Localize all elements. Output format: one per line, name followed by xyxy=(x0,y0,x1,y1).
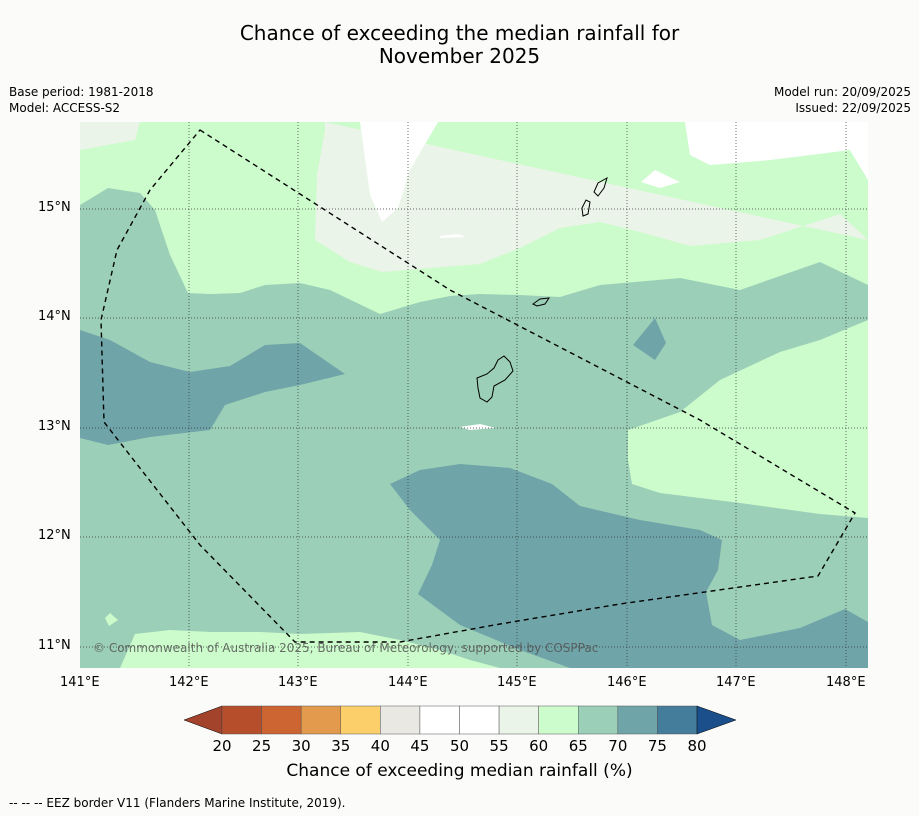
lat-label-12n: 12°N xyxy=(38,528,71,543)
colorbar-segment xyxy=(261,705,302,735)
island-rota xyxy=(532,297,551,307)
lon-label-144e: 144°E xyxy=(388,675,428,690)
rain-region-55-60-north xyxy=(80,122,868,272)
colorbar-segment xyxy=(538,705,579,735)
model-run: Model run: 20/09/2025 xyxy=(773,85,911,99)
eez-legend-note: -- -- -- EEZ border V11 (Flanders Marine… xyxy=(9,796,346,810)
rain-region-50-55-north xyxy=(360,122,868,222)
colorbar-tick-label: 20 xyxy=(212,737,232,755)
colorbar-tick-label: 75 xyxy=(647,737,667,755)
colorbar-tick-label: 45 xyxy=(410,737,430,755)
island-guam xyxy=(476,355,514,403)
colorbar-tick-label: 25 xyxy=(252,737,272,755)
colorbar-segment xyxy=(578,705,619,735)
colorbar-segment xyxy=(459,705,500,735)
eez-border xyxy=(100,129,856,643)
colorbar-segment xyxy=(419,705,460,735)
lon-label-141e: 141°E xyxy=(60,675,100,690)
map-area xyxy=(80,122,868,668)
lon-label-145e: 145°E xyxy=(497,675,537,690)
lat-label-14n: 14°N xyxy=(38,309,71,324)
rain-region-50-55-small-1 xyxy=(641,170,680,188)
lon-label-142e: 142°E xyxy=(169,675,209,690)
grid-lines xyxy=(80,122,868,668)
colorbar-segment xyxy=(340,705,381,735)
rain-region-60-65-speck xyxy=(105,613,118,626)
island-saipan xyxy=(593,176,608,197)
colorbar-tick-label: 65 xyxy=(568,737,588,755)
rain-region-50-55-small-3 xyxy=(460,424,496,430)
colorbar-tick-label: 70 xyxy=(608,737,628,755)
lon-label-146e: 146°E xyxy=(607,675,647,690)
meta-left: Base period: 1981-2018 Model: ACCESS-S2 xyxy=(9,84,154,116)
rain-region-70-75-southeast xyxy=(390,464,868,668)
lat-label-11n: 11°N xyxy=(38,638,71,653)
colorbar-tick-label: 80 xyxy=(687,737,707,755)
colorbar-tick-label: 30 xyxy=(291,737,311,755)
colorbar-segment xyxy=(617,705,658,735)
issued-date: Issued: 22/09/2025 xyxy=(795,101,911,115)
base-period: Base period: 1981-2018 xyxy=(9,85,154,99)
colorbar-segment xyxy=(657,705,698,735)
colorbar-extend-high xyxy=(696,705,737,735)
colorbar-tick-label: 50 xyxy=(449,737,470,755)
rain-region-50-55-small-2 xyxy=(440,234,466,238)
title-line-2: November 2025 xyxy=(378,44,541,68)
colorbar-tick-label: 35 xyxy=(331,737,351,755)
copyright-note: © Commonwealth of Australia 2025, Bureau… xyxy=(93,641,599,655)
island-tinian xyxy=(581,199,591,217)
colorbar-segment xyxy=(498,705,539,735)
colorbar-tick-label: 60 xyxy=(529,737,549,755)
model-name: Model: ACCESS-S2 xyxy=(9,101,121,115)
lon-label-143e: 143°E xyxy=(278,675,318,690)
title-line-1: Chance of exceeding the median rainfall … xyxy=(239,21,680,45)
colorbar-tick-label: 55 xyxy=(489,737,509,755)
colorbar-extend-low xyxy=(183,705,223,735)
colorbar-segment xyxy=(300,705,341,735)
lat-label-15n: 15°N xyxy=(38,200,71,215)
map-title: Chance of exceeding the median rainfall … xyxy=(0,22,919,68)
rain-region-70-75-east-patch xyxy=(633,318,666,360)
colorbar xyxy=(183,705,737,735)
colorbar-segment xyxy=(221,705,262,735)
rain-region-60-65-east xyxy=(628,320,868,518)
colorbar-segment xyxy=(380,705,421,735)
rain-region-70-75-west xyxy=(80,330,345,445)
colorbar-tick-label: 40 xyxy=(370,737,390,755)
lon-label-148e: 148°E xyxy=(826,675,866,690)
meta-right: Model run: 20/09/2025 Issued: 22/09/2025 xyxy=(774,84,911,116)
lon-label-147e: 147°E xyxy=(716,675,756,690)
rain-region-60-65-south xyxy=(80,630,500,668)
lat-label-13n: 13°N xyxy=(38,419,71,434)
colorbar-title: Chance of exceeding median rainfall (%) xyxy=(286,761,633,781)
